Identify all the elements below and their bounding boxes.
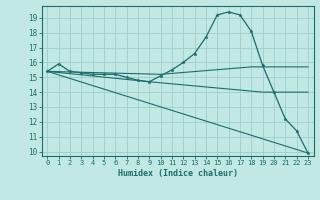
- X-axis label: Humidex (Indice chaleur): Humidex (Indice chaleur): [118, 169, 237, 178]
